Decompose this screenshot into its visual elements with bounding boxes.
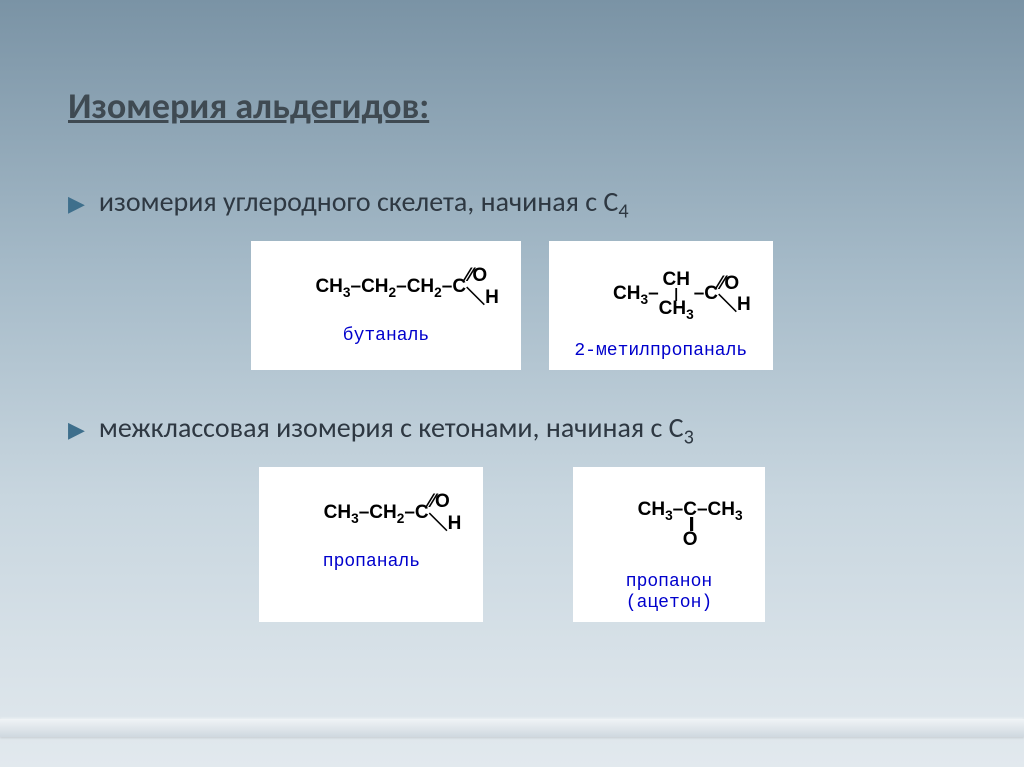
propanone-name-line2: (ацетон)	[626, 593, 712, 613]
propanone-structure: CH3–C–CH3 || O	[595, 477, 742, 568]
formula-row-2: CH3–CH2–C ⁄⁄O ＼H пропаналь CH3–C–CH3 || …	[68, 467, 956, 621]
bullet-1-text: изомерия углеродного скелета, начиная с …	[99, 184, 629, 219]
bullet-marker-icon: ▶	[68, 192, 85, 216]
propanal-name: пропаналь	[323, 552, 420, 573]
propanone-name: пропанон (ацетон)	[626, 572, 712, 613]
bullet-1-sub: 4	[618, 200, 628, 224]
slide-title: Изомерия альдегидов:	[68, 84, 956, 128]
bullet-2-sub: 3	[684, 426, 694, 450]
formula-row-1: CH3–CH2–CH2–C ⁄⁄O ＼H бутаналь CH3–CH|CH3…	[68, 241, 956, 370]
bullet-1: ▶ изомерия углеродного скелета, начиная …	[68, 184, 956, 219]
butanal-structure: CH3–CH2–CH2–C ⁄⁄O ＼H	[273, 251, 499, 322]
footer-divider	[0, 719, 1024, 737]
propanal-structure: CH3–CH2–C ⁄⁄O ＼H	[281, 477, 461, 548]
bullet-2: ▶ межклассовая изомерия с кетонами, начи…	[68, 410, 956, 445]
slide: Изомерия альдегидов: ▶ изомерия углеродн…	[0, 0, 1024, 767]
formula-methylpropanal: CH3–CH|CH3–C ⁄⁄O ＼H 2-метилпропаналь	[549, 241, 773, 370]
butanal-name: бутаналь	[343, 326, 429, 347]
methylpropanal-structure: CH3–CH|CH3–C ⁄⁄O ＼H	[571, 251, 751, 337]
bullet-2-text: межклассовая изомерия с кетонами, начина…	[99, 410, 694, 445]
formula-propanal: CH3–CH2–C ⁄⁄O ＼H пропаналь	[259, 467, 483, 621]
bullet-1-prefix: изомерия углеродного скелета, начиная с …	[99, 184, 618, 219]
propanone-name-line1: пропанон	[626, 572, 712, 592]
methylpropanal-name: 2-метилпропаналь	[574, 341, 747, 362]
bullet-2-prefix: межклассовая изомерия с кетонами, начина…	[99, 410, 684, 445]
formula-propanone: CH3–C–CH3 || O пропанон (ацетон)	[573, 467, 764, 621]
formula-butanal: CH3–CH2–CH2–C ⁄⁄O ＼H бутаналь	[251, 241, 521, 370]
bullet-marker-icon: ▶	[68, 418, 85, 442]
